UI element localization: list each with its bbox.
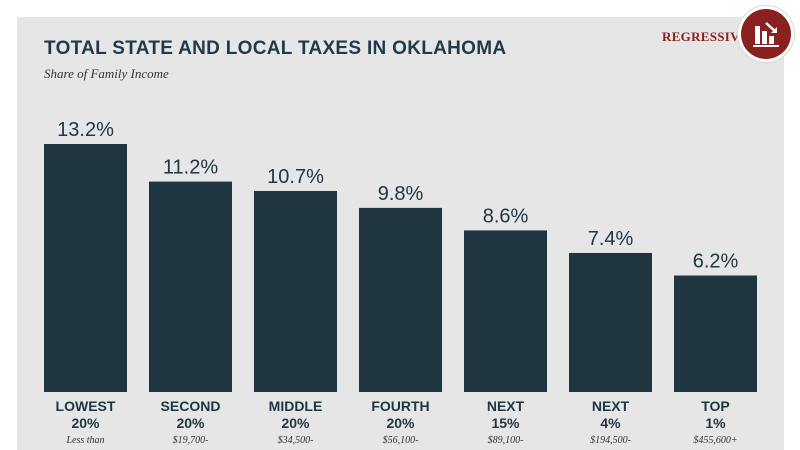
category-label: NEXT bbox=[487, 398, 525, 414]
bar bbox=[149, 181, 232, 392]
category-income-label: $89,100- bbox=[488, 435, 524, 446]
category-share-label: 4% bbox=[600, 415, 621, 431]
bar-value-label: 6.2% bbox=[693, 251, 739, 273]
bar bbox=[569, 252, 652, 392]
category-share-label: 1% bbox=[705, 415, 726, 431]
category-label: FOURTH bbox=[371, 398, 429, 414]
category-share-label: 20% bbox=[71, 415, 100, 431]
category-income-label: $194,500- bbox=[590, 435, 631, 446]
category-share-label: 20% bbox=[176, 415, 205, 431]
category-income-label: $56,100- bbox=[383, 435, 419, 446]
regressive-chart-icon bbox=[753, 22, 779, 47]
regressive-badge-label: REGRESSIVE bbox=[662, 29, 749, 44]
category-income-label: Less than bbox=[65, 435, 104, 446]
category-label: LOWEST bbox=[56, 398, 116, 414]
category-income-label: $19,700- bbox=[173, 435, 209, 446]
bar-value-label: 7.4% bbox=[588, 228, 634, 250]
bar bbox=[359, 207, 442, 392]
category-share-label: 15% bbox=[491, 415, 520, 431]
category-income-label: $455,600+ bbox=[693, 435, 737, 446]
bar-value-label: 11.2% bbox=[163, 157, 218, 179]
bar bbox=[254, 190, 337, 392]
category-label: MIDDLE bbox=[269, 398, 323, 414]
category-label: NEXT bbox=[592, 398, 630, 414]
chart-subtitle: Share of Family Income bbox=[44, 66, 169, 81]
bar bbox=[674, 275, 757, 392]
bar-value-label: 8.6% bbox=[483, 205, 529, 227]
bar bbox=[464, 230, 547, 392]
category-label: SECOND bbox=[161, 398, 221, 414]
chart-title: TOTAL STATE AND LOCAL TAXES IN OKLAHOMA bbox=[44, 38, 507, 59]
bar-value-label: 13.2% bbox=[57, 119, 114, 141]
bar-value-label: 9.8% bbox=[378, 183, 424, 205]
category-share-label: 20% bbox=[281, 415, 310, 431]
category-income-label: $34,500- bbox=[278, 435, 314, 446]
category-share-label: 20% bbox=[386, 415, 415, 431]
category-label: TOP bbox=[701, 398, 730, 414]
bar bbox=[44, 144, 127, 392]
bar-value-label: 10.7% bbox=[267, 166, 324, 188]
